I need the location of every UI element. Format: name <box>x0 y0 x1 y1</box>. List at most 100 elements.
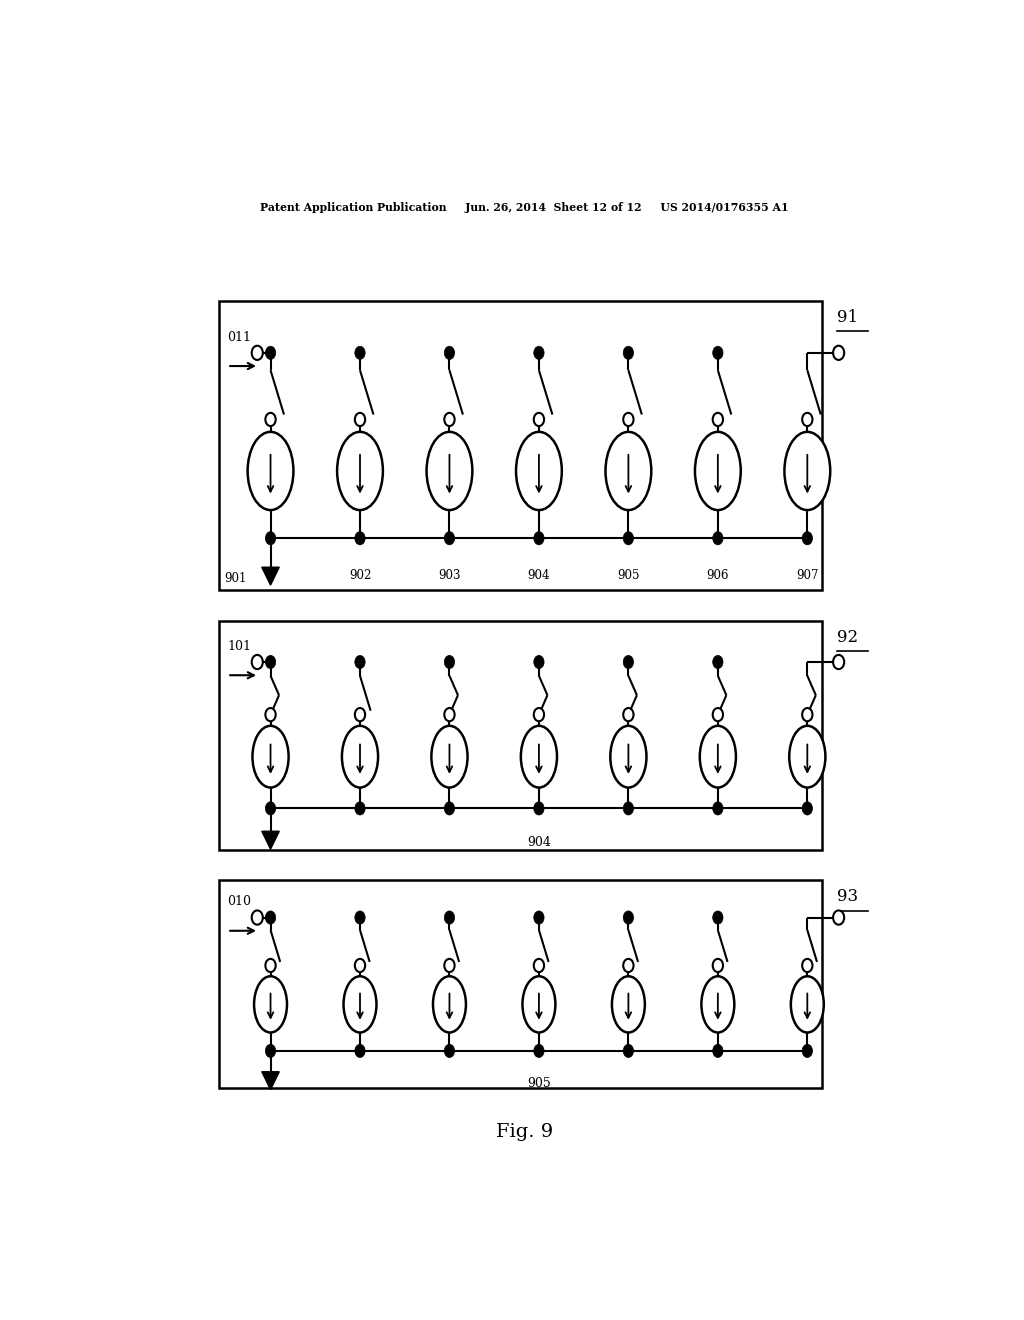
Text: 901: 901 <box>224 573 247 585</box>
Text: Fig. 9: Fig. 9 <box>497 1123 553 1140</box>
Circle shape <box>713 911 723 924</box>
Circle shape <box>534 801 544 814</box>
Circle shape <box>265 958 275 972</box>
Circle shape <box>252 655 263 669</box>
Ellipse shape <box>790 726 825 788</box>
Circle shape <box>534 656 544 669</box>
Bar <box>219 880 822 1089</box>
Circle shape <box>713 958 723 972</box>
Ellipse shape <box>612 977 645 1032</box>
Circle shape <box>713 532 723 545</box>
Circle shape <box>265 708 275 721</box>
Text: 904: 904 <box>527 569 550 582</box>
Ellipse shape <box>337 432 383 510</box>
Circle shape <box>444 532 455 545</box>
Circle shape <box>624 346 634 359</box>
Text: Patent Application Publication     Jun. 26, 2014  Sheet 12 of 12     US 2014/017: Patent Application Publication Jun. 26, … <box>260 202 790 213</box>
Circle shape <box>355 656 366 669</box>
Text: 905: 905 <box>527 1077 551 1090</box>
Ellipse shape <box>431 726 468 788</box>
Text: 93: 93 <box>837 888 858 906</box>
Ellipse shape <box>433 977 466 1032</box>
Text: 904: 904 <box>527 837 551 849</box>
Circle shape <box>713 656 723 669</box>
Circle shape <box>265 346 275 359</box>
Circle shape <box>534 958 544 972</box>
Circle shape <box>834 655 844 669</box>
Circle shape <box>624 413 634 426</box>
Circle shape <box>444 656 455 669</box>
Ellipse shape <box>784 432 830 510</box>
Circle shape <box>624 911 634 924</box>
Circle shape <box>444 911 455 924</box>
Text: 91: 91 <box>837 309 858 326</box>
Circle shape <box>802 413 812 426</box>
Circle shape <box>534 1044 544 1057</box>
Circle shape <box>534 532 544 545</box>
Circle shape <box>355 532 366 545</box>
Text: 907: 907 <box>796 569 818 582</box>
Circle shape <box>713 801 723 814</box>
Text: 010: 010 <box>227 895 251 908</box>
Circle shape <box>355 958 366 972</box>
Text: 011: 011 <box>227 331 251 343</box>
Circle shape <box>534 413 544 426</box>
Circle shape <box>802 958 812 972</box>
Text: 903: 903 <box>438 569 461 582</box>
Circle shape <box>355 708 366 721</box>
Circle shape <box>713 708 723 721</box>
Ellipse shape <box>605 432 651 510</box>
Circle shape <box>444 801 455 814</box>
Polygon shape <box>262 1072 280 1089</box>
Circle shape <box>802 532 812 545</box>
Circle shape <box>534 708 544 721</box>
Circle shape <box>444 1044 455 1057</box>
Circle shape <box>355 911 366 924</box>
Circle shape <box>444 708 455 721</box>
Circle shape <box>355 346 366 359</box>
Ellipse shape <box>253 726 289 788</box>
Circle shape <box>265 801 275 814</box>
Circle shape <box>624 801 634 814</box>
Circle shape <box>252 911 263 925</box>
Circle shape <box>355 1044 366 1057</box>
Circle shape <box>444 413 455 426</box>
Text: 902: 902 <box>349 569 371 582</box>
Circle shape <box>265 1044 275 1057</box>
Text: 101: 101 <box>227 640 251 653</box>
Circle shape <box>834 346 844 360</box>
Ellipse shape <box>699 726 736 788</box>
Bar <box>219 620 822 850</box>
Text: 92: 92 <box>837 630 858 645</box>
Circle shape <box>265 532 275 545</box>
Ellipse shape <box>343 977 377 1032</box>
Circle shape <box>802 801 812 814</box>
Bar <box>219 301 822 590</box>
Text: 905: 905 <box>617 569 640 582</box>
Circle shape <box>624 708 634 721</box>
Circle shape <box>624 958 634 972</box>
Text: 906: 906 <box>707 569 729 582</box>
Ellipse shape <box>516 432 562 510</box>
Ellipse shape <box>695 432 740 510</box>
Circle shape <box>624 656 634 669</box>
Circle shape <box>252 346 263 360</box>
Circle shape <box>444 346 455 359</box>
Ellipse shape <box>342 726 378 788</box>
Ellipse shape <box>521 726 557 788</box>
Circle shape <box>355 801 366 814</box>
Polygon shape <box>262 832 280 849</box>
Ellipse shape <box>248 432 294 510</box>
Circle shape <box>355 413 366 426</box>
Circle shape <box>624 1044 634 1057</box>
Circle shape <box>534 346 544 359</box>
Circle shape <box>834 911 844 925</box>
Polygon shape <box>262 568 280 585</box>
Ellipse shape <box>610 726 646 788</box>
Circle shape <box>534 911 544 924</box>
Ellipse shape <box>427 432 472 510</box>
Ellipse shape <box>254 977 287 1032</box>
Circle shape <box>265 413 275 426</box>
Circle shape <box>265 911 275 924</box>
Circle shape <box>624 532 634 545</box>
